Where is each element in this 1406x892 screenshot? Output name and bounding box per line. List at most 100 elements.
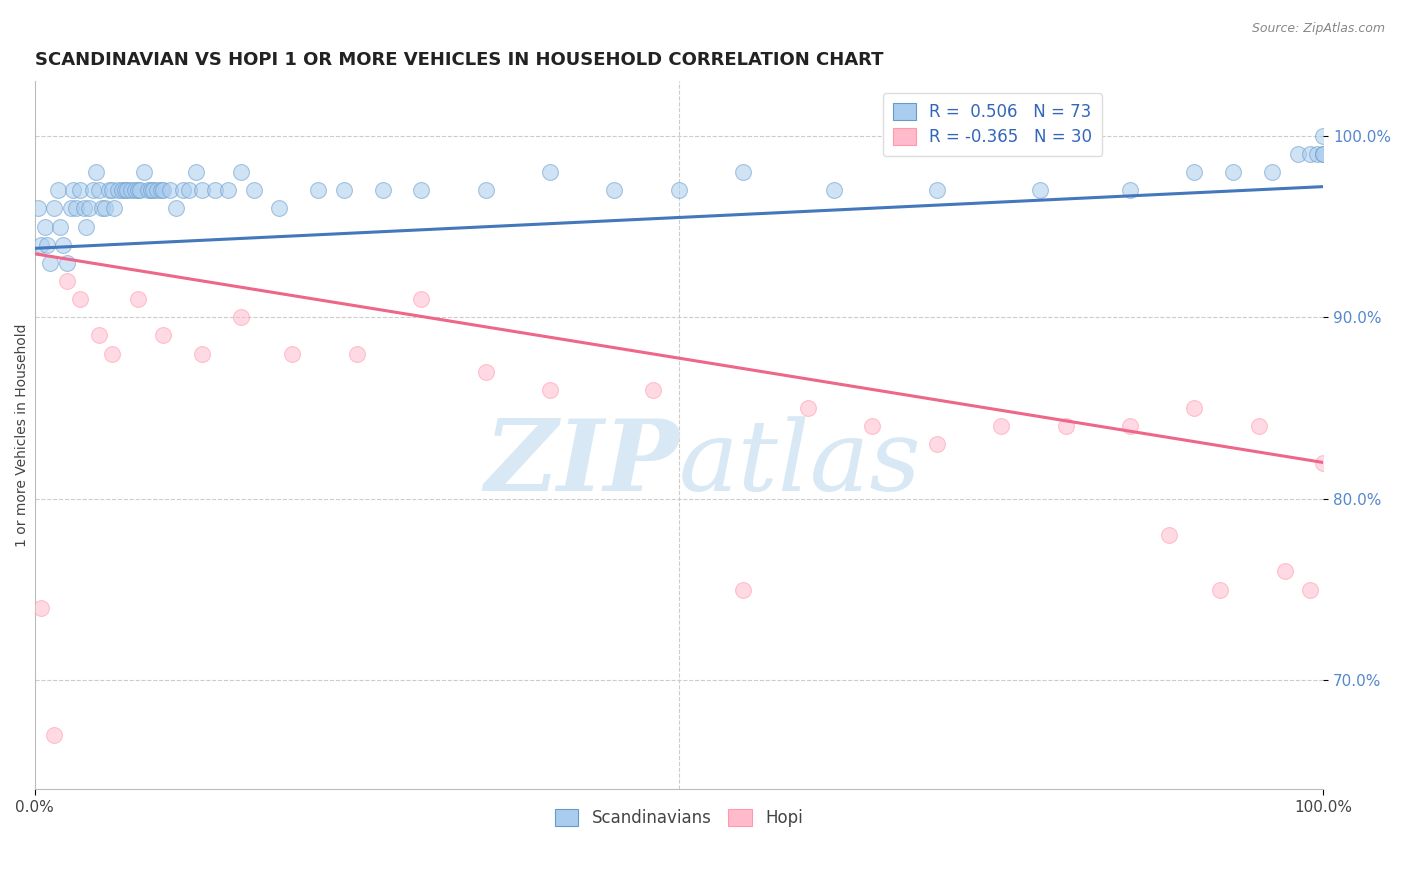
Point: [136, 183, 159, 197]
Point: [34, 219, 56, 234]
Text: atlas: atlas: [679, 416, 922, 511]
Point: [107, 183, 129, 197]
Point: [87, 183, 110, 197]
Point: [733, 165, 755, 179]
Point: [101, 183, 124, 197]
Point: [30, 237, 52, 252]
Point: [281, 346, 304, 360]
Point: [1247, 419, 1270, 434]
Point: [1299, 147, 1322, 161]
Point: [77, 202, 100, 216]
Point: [65, 202, 87, 216]
Point: [120, 183, 142, 197]
Point: [132, 165, 155, 179]
Point: [307, 183, 329, 197]
Point: [269, 202, 291, 216]
Point: [191, 346, 214, 360]
Point: [823, 183, 845, 197]
Point: [42, 202, 65, 216]
Point: [94, 202, 117, 216]
Point: [1312, 147, 1334, 161]
Point: [1209, 582, 1232, 597]
Point: [101, 346, 124, 360]
Point: [1274, 565, 1296, 579]
Point: [55, 274, 77, 288]
Point: [52, 237, 75, 252]
Point: [538, 383, 561, 397]
Point: [127, 183, 149, 197]
Point: [49, 219, 72, 234]
Point: [242, 183, 264, 197]
Point: [1312, 147, 1334, 161]
Point: [90, 202, 112, 216]
Point: [538, 165, 561, 179]
Point: [474, 183, 496, 197]
Point: [474, 365, 496, 379]
Point: [46, 183, 69, 197]
Point: [111, 183, 134, 197]
Text: SCANDINAVIAN VS HOPI 1 OR MORE VEHICLES IN HOUSEHOLD CORRELATION CHART: SCANDINAVIAN VS HOPI 1 OR MORE VEHICLES …: [35, 51, 883, 69]
Point: [1306, 147, 1329, 161]
Point: [179, 183, 201, 197]
Point: [114, 183, 136, 197]
Point: [1119, 419, 1142, 434]
Point: [217, 183, 239, 197]
Point: [124, 183, 146, 197]
Point: [668, 183, 690, 197]
Text: Source: ZipAtlas.com: Source: ZipAtlas.com: [1251, 22, 1385, 36]
Point: [990, 419, 1012, 434]
Point: [925, 437, 948, 451]
Point: [152, 183, 174, 197]
Point: [411, 183, 433, 197]
Point: [229, 165, 252, 179]
Point: [98, 183, 121, 197]
Point: [1286, 147, 1309, 161]
Point: [129, 183, 152, 197]
Point: [229, 310, 252, 325]
Point: [925, 183, 948, 197]
Point: [55, 256, 77, 270]
Point: [82, 183, 104, 197]
Point: [1312, 456, 1334, 470]
Point: [1312, 128, 1334, 143]
Point: [39, 256, 62, 270]
Point: [1184, 165, 1206, 179]
Point: [1029, 183, 1052, 197]
Point: [59, 202, 82, 216]
Point: [797, 401, 820, 415]
Point: [139, 183, 162, 197]
Point: [1119, 183, 1142, 197]
Point: [603, 183, 626, 197]
Point: [1299, 582, 1322, 597]
Point: [191, 183, 214, 197]
Point: [1054, 419, 1077, 434]
Point: [346, 346, 368, 360]
Point: [204, 183, 226, 197]
Point: [87, 328, 110, 343]
Legend: Scandinavians, Hopi: Scandinavians, Hopi: [548, 803, 810, 834]
Point: [27, 202, 49, 216]
Point: [1222, 165, 1244, 179]
Point: [1184, 401, 1206, 415]
Point: [1157, 528, 1180, 542]
Point: [159, 183, 181, 197]
Point: [146, 183, 169, 197]
Point: [117, 183, 139, 197]
Point: [643, 383, 665, 397]
Point: [72, 202, 94, 216]
Point: [172, 183, 194, 197]
Point: [75, 219, 97, 234]
Point: [103, 202, 125, 216]
Point: [1261, 165, 1284, 179]
Point: [86, 165, 108, 179]
Point: [149, 183, 172, 197]
Point: [371, 183, 394, 197]
Point: [30, 600, 52, 615]
Point: [62, 183, 84, 197]
Point: [184, 165, 207, 179]
Point: [42, 728, 65, 742]
Point: [411, 292, 433, 306]
Point: [37, 237, 59, 252]
Point: [127, 292, 149, 306]
Y-axis label: 1 or more Vehicles in Household: 1 or more Vehicles in Household: [15, 324, 30, 547]
